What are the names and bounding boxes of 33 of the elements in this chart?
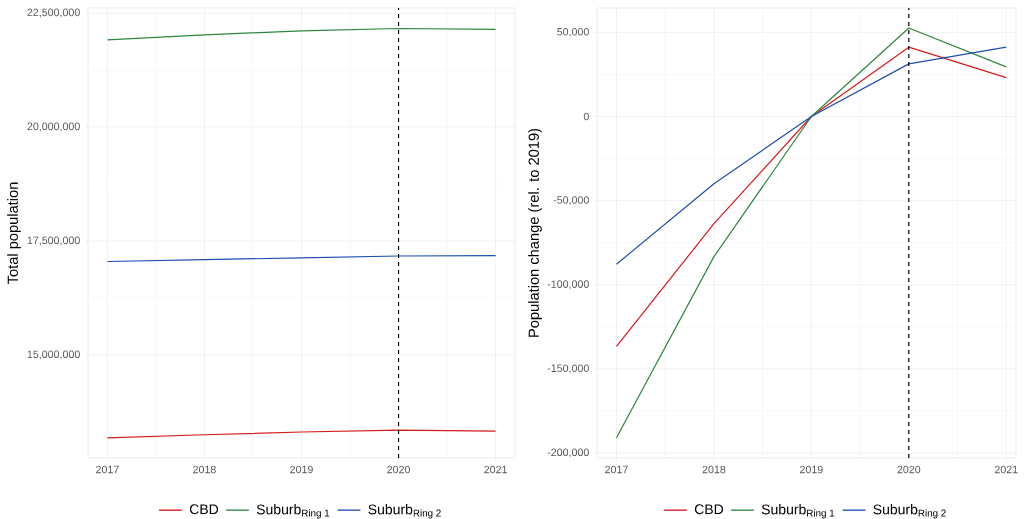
legend-label: Suburb$_{Ring 1}$ [256,504,330,519]
y-tick-label: -100,000 [547,280,589,290]
y-tick-label: 17,500,000 [27,236,80,246]
legend-label: CBD [694,504,724,515]
line-series [615,46,1007,348]
x-tick-label: 2017 [605,465,628,474]
line-series [106,429,497,439]
y-tick-label: 15,000,000 [27,350,80,360]
y-tick-label: -50,000 [553,196,589,206]
x-tick-label: 2021 [484,465,507,474]
x-tick-label: 2017 [96,465,119,474]
legend-label: Suburb$_{Ring 2}$ [368,504,441,519]
y-tick-label: 22,500,000 [27,8,80,18]
x-tick-label: 2019 [800,465,823,474]
x-tick-label: 2020 [387,465,410,474]
y-tick-label: 50,000 [557,27,589,37]
x-tick-label: 2021 [994,465,1018,474]
y-axis-title: Total population [7,182,21,285]
legend-label: Suburb$_{Ring 2}$ [873,504,946,519]
line-series [615,27,1007,439]
y-tick-label: 0 [583,112,589,121]
x-tick-label: 2019 [290,465,313,474]
line-series [615,46,1007,265]
legend-label: Suburb$_{Ring 1}$ [761,504,835,519]
legend-label: CBD [189,504,219,515]
y-tick-label: 20,000,000 [27,122,80,132]
x-tick-label: 2018 [702,465,726,474]
x-tick-label: 2020 [897,465,921,474]
y-axis-title: Population change (rel. to 2019) [528,128,542,337]
y-tick-label: -200,000 [547,448,589,458]
line-series [106,27,497,41]
x-tick-label: 2018 [193,465,216,474]
y-tick-label: -150,000 [547,364,589,374]
